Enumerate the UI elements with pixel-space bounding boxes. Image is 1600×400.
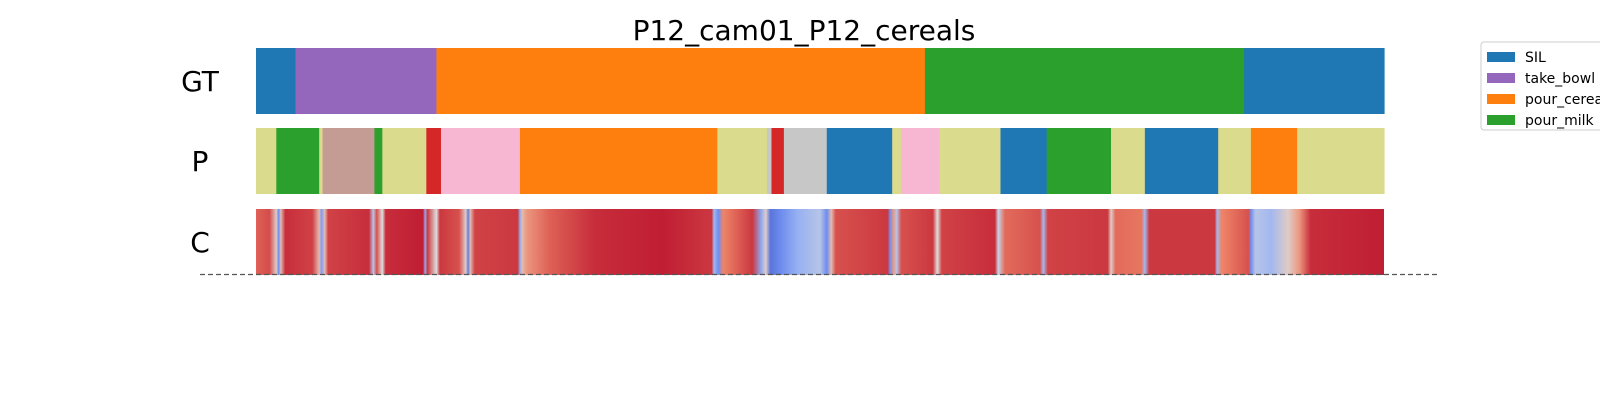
- segment-p-15: [901, 128, 941, 194]
- legend-box: [1480, 41, 1600, 131]
- legend-label-pour-milk: pour_milk: [1525, 113, 1594, 129]
- segment-p-23: [1297, 128, 1385, 194]
- confidence-strip: [256, 209, 1384, 275]
- legend-swatch-sil: [1487, 52, 1515, 62]
- segment-gt-2: [436, 48, 926, 114]
- segment-p-19: [1111, 128, 1146, 194]
- segment-gt-4: [1244, 48, 1385, 114]
- segment-p-1: [276, 128, 320, 194]
- legend-label-sil: SIL: [1525, 50, 1546, 66]
- legend-label-take-bowl: take_bowl: [1525, 71, 1595, 87]
- segment-p-0: [256, 128, 277, 194]
- segment-rows: GT P C: [181, 48, 1385, 275]
- segment-p-11: [771, 128, 785, 194]
- segment-gt-0: [256, 48, 297, 114]
- segment-p-18: [1046, 128, 1112, 194]
- legend-swatch-pour-milk: [1487, 115, 1515, 125]
- segment-p-17: [1000, 128, 1048, 194]
- segment-p-21: [1218, 128, 1252, 194]
- chart-title: P12_cam01_P12_cereals: [633, 14, 976, 47]
- legend-swatch-take-bowl: [1487, 73, 1515, 83]
- segment-p-4: [374, 128, 383, 194]
- legend-label-pour-cereals: pour_cereals: [1525, 92, 1600, 108]
- segment-p-22: [1250, 128, 1298, 194]
- row-label-c: C: [190, 226, 210, 259]
- row-label-gt: GT: [181, 65, 220, 98]
- legend-swatch-pour-cereals: [1487, 94, 1515, 104]
- segment-p-6: [426, 128, 442, 194]
- segment-p-7: [440, 128, 521, 194]
- segment-p-20: [1144, 128, 1219, 194]
- segment-p-10: [766, 128, 773, 194]
- segment-p-5: [382, 128, 427, 194]
- segment-p-8: [519, 128, 718, 194]
- segment-p-13: [826, 128, 893, 194]
- segment-p-16: [939, 128, 1002, 194]
- segment-p-12: [783, 128, 828, 194]
- segment-p-9: [717, 128, 768, 194]
- segment-p-3: [322, 128, 376, 194]
- legend: SIL take_bowl pour_cereals pour_milk: [1480, 41, 1600, 131]
- segment-gt-3: [924, 48, 1245, 114]
- segment-p-14: [892, 128, 902, 194]
- segment-p-2: [319, 128, 324, 194]
- segment-gt-1: [295, 48, 438, 114]
- row-label-p: P: [192, 145, 209, 178]
